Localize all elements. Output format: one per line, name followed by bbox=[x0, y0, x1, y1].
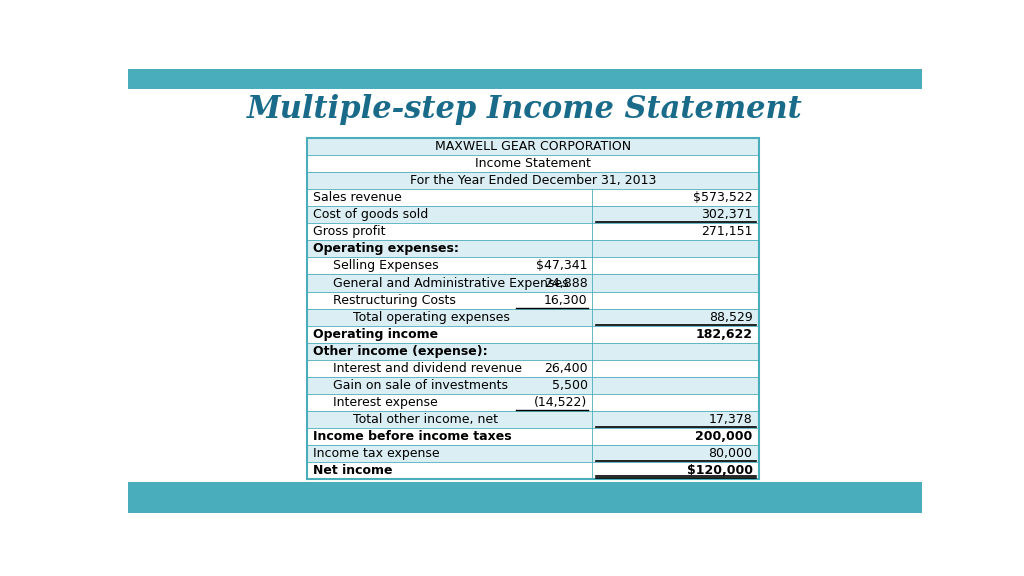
Text: Total other income, net: Total other income, net bbox=[352, 413, 498, 426]
Text: 88,529: 88,529 bbox=[709, 310, 753, 324]
FancyBboxPatch shape bbox=[306, 291, 759, 309]
Text: Selling Expenses: Selling Expenses bbox=[333, 259, 438, 272]
Text: Net income: Net income bbox=[313, 464, 392, 478]
FancyBboxPatch shape bbox=[306, 445, 759, 463]
FancyBboxPatch shape bbox=[306, 411, 759, 428]
FancyBboxPatch shape bbox=[306, 275, 759, 291]
Text: Income tax expense: Income tax expense bbox=[313, 447, 439, 460]
Text: $47,341: $47,341 bbox=[537, 259, 588, 272]
FancyBboxPatch shape bbox=[306, 343, 759, 360]
Text: Interest and dividend revenue: Interest and dividend revenue bbox=[333, 362, 522, 375]
FancyBboxPatch shape bbox=[306, 223, 759, 240]
FancyBboxPatch shape bbox=[306, 428, 759, 445]
Text: (14,522): (14,522) bbox=[535, 396, 588, 409]
FancyBboxPatch shape bbox=[306, 463, 759, 479]
FancyBboxPatch shape bbox=[306, 325, 759, 343]
FancyBboxPatch shape bbox=[306, 257, 759, 275]
Text: For the Year Ended December 31, 2013: For the Year Ended December 31, 2013 bbox=[410, 174, 656, 187]
Text: Operating expenses:: Operating expenses: bbox=[313, 242, 459, 255]
Text: Sales revenue: Sales revenue bbox=[313, 191, 401, 204]
FancyBboxPatch shape bbox=[306, 189, 759, 206]
Text: Operating income: Operating income bbox=[313, 328, 438, 341]
Text: 24,888: 24,888 bbox=[544, 276, 588, 290]
Text: 80,000: 80,000 bbox=[709, 447, 753, 460]
Text: Gain on sale of investments: Gain on sale of investments bbox=[333, 379, 508, 392]
FancyBboxPatch shape bbox=[306, 309, 759, 325]
Text: General and Administrative Expenses: General and Administrative Expenses bbox=[333, 276, 568, 290]
FancyBboxPatch shape bbox=[128, 69, 922, 89]
Text: 200,000: 200,000 bbox=[695, 430, 753, 443]
Text: Interest expense: Interest expense bbox=[333, 396, 437, 409]
FancyBboxPatch shape bbox=[306, 360, 759, 377]
Text: 182,622: 182,622 bbox=[695, 328, 753, 341]
Text: 26,400: 26,400 bbox=[544, 362, 588, 375]
Text: Multiple-step Income Statement: Multiple-step Income Statement bbox=[247, 93, 803, 124]
FancyBboxPatch shape bbox=[306, 138, 759, 155]
FancyBboxPatch shape bbox=[306, 240, 759, 257]
FancyBboxPatch shape bbox=[128, 482, 922, 513]
Text: Income Statement: Income Statement bbox=[475, 157, 591, 170]
Text: 16,300: 16,300 bbox=[544, 294, 588, 306]
Text: 302,371: 302,371 bbox=[701, 208, 753, 221]
Text: Gross profit: Gross profit bbox=[313, 225, 385, 238]
FancyBboxPatch shape bbox=[306, 172, 759, 189]
Text: $120,000: $120,000 bbox=[686, 464, 753, 478]
FancyBboxPatch shape bbox=[306, 377, 759, 394]
Text: Income before income taxes: Income before income taxes bbox=[313, 430, 512, 443]
Text: Restructuring Costs: Restructuring Costs bbox=[333, 294, 456, 306]
Text: Other income (expense):: Other income (expense): bbox=[313, 345, 487, 358]
FancyBboxPatch shape bbox=[306, 206, 759, 223]
Text: Total operating expenses: Total operating expenses bbox=[352, 310, 510, 324]
Text: 5,500: 5,500 bbox=[552, 379, 588, 392]
FancyBboxPatch shape bbox=[306, 155, 759, 172]
Text: $573,522: $573,522 bbox=[693, 191, 753, 204]
Text: 17,378: 17,378 bbox=[709, 413, 753, 426]
Text: MAXWELL GEAR CORPORATION: MAXWELL GEAR CORPORATION bbox=[434, 140, 631, 153]
Text: 271,151: 271,151 bbox=[701, 225, 753, 238]
FancyBboxPatch shape bbox=[306, 394, 759, 411]
Text: Cost of goods sold: Cost of goods sold bbox=[313, 208, 428, 221]
